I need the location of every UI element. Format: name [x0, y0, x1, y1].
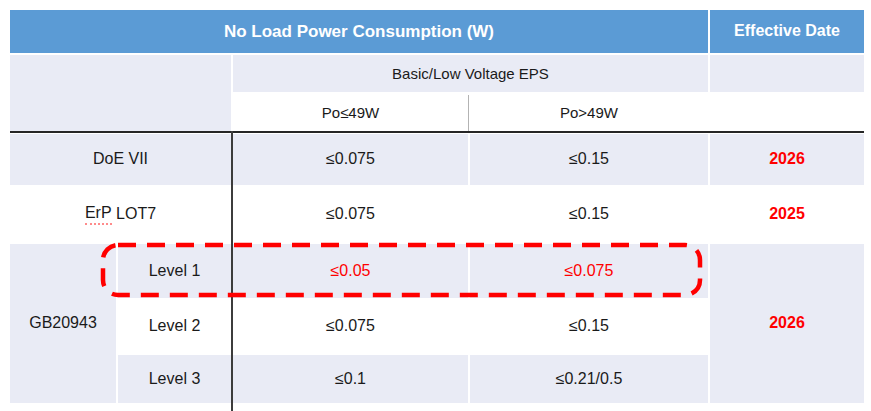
doe-vii-po-low-value: ≤0.075	[233, 134, 468, 185]
gb-level1-label: Level 1	[118, 244, 231, 298]
slide-table-page: No Load Power Consumption (W) Effective …	[0, 0, 871, 411]
gb20943-group-label: GB20943	[10, 244, 116, 403]
lot7-label-part: LOT7	[116, 205, 156, 223]
gb-level1-po-low-value: ≤0.05	[233, 244, 468, 298]
doe-vii-row-label: DoE VII	[10, 134, 231, 185]
gb-level2-label: Level 2	[118, 300, 231, 353]
gb20943-effective-date: 2026	[710, 244, 864, 403]
effective-date-blank-cell-upper	[710, 55, 864, 92]
doe-vii-po-high-value: ≤0.15	[470, 134, 708, 185]
po-columns-divider-line	[468, 95, 469, 131]
po-gt-49w-header-cell: Po>49W	[470, 94, 708, 132]
erp-lot7-po-low-value: ≤0.075	[233, 187, 468, 242]
table-header-divider-line	[10, 131, 864, 133]
table-title-cell: No Load Power Consumption (W)	[10, 10, 708, 53]
erp-lot7-po-high-value: ≤0.15	[470, 187, 708, 242]
gb-level1-po-high-value: ≤0.075	[470, 244, 708, 298]
row-label-blank-cell	[10, 55, 231, 132]
power-consumption-table: No Load Power Consumption (W) Effective …	[10, 10, 864, 403]
effective-date-blank-cell-lower	[710, 94, 864, 132]
gb-level3-po-low-value: ≤0.1	[233, 355, 468, 403]
erp-label-part: ErP	[85, 204, 112, 225]
effective-date-header-cell: Effective Date	[710, 10, 864, 53]
erp-lot7-effective-date: 2025	[710, 187, 864, 242]
gb-level2-po-low-value: ≤0.075	[233, 300, 468, 353]
doe-vii-effective-date: 2026	[710, 134, 864, 185]
label-column-divider-line	[231, 131, 233, 411]
gb-level3-label: Level 3	[118, 355, 231, 403]
gb-level2-po-high-value: ≤0.15	[470, 300, 708, 353]
po-le-49w-header-cell: Po≤49W	[233, 94, 468, 132]
eps-category-header-cell: Basic/Low Voltage EPS	[233, 55, 708, 92]
gb-level3-po-high-value: ≤0.21/0.5	[470, 355, 708, 403]
erp-lot7-row-label: ErP LOT7	[10, 187, 231, 242]
